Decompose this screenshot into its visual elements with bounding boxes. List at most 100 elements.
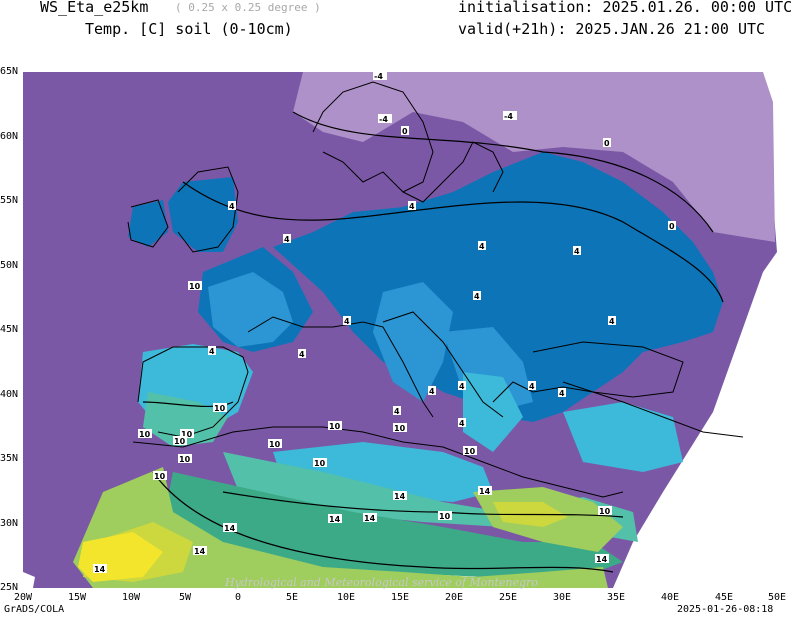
contour-label-bg — [228, 201, 236, 210]
lon-label: 10E — [337, 592, 356, 603]
contour-label: 10 — [314, 459, 326, 468]
contour-label-bg — [93, 564, 107, 573]
variable-title: Temp. [C] soil (0-10cm) — [85, 20, 293, 38]
contour-label: 4 — [529, 382, 535, 391]
contour-label-bg — [138, 429, 152, 438]
contour-label-bg — [328, 421, 342, 430]
lon-label: 25E — [499, 592, 518, 603]
lon-label: 40E — [661, 592, 680, 603]
coastline-layer — [127, 81, 744, 498]
contour-label: 4 — [574, 247, 580, 256]
contour-14-africa — [152, 471, 614, 573]
contour-label-bg — [463, 446, 477, 455]
contour-label-bg — [428, 386, 436, 395]
contour-label: 10 — [154, 472, 166, 481]
contour-label: 14 — [394, 492, 406, 501]
contour-label-bg — [178, 454, 192, 463]
coastline-iberia — [137, 346, 249, 438]
contour-label: 4 — [394, 407, 400, 416]
fill-8-10-greece — [463, 372, 523, 452]
contour-0 — [292, 111, 714, 233]
contour-label-bg — [173, 436, 187, 445]
lat-label: 55N — [0, 195, 19, 206]
contour-label: 4 — [284, 235, 290, 244]
contour-label-bg — [188, 281, 202, 290]
contour-label-bg — [528, 381, 536, 390]
contour-label: 10 — [139, 430, 151, 439]
contour-label-bg — [393, 423, 407, 432]
contour-label-bg — [603, 138, 611, 147]
lat-label: 30N — [0, 518, 19, 529]
contour-label: 4 — [479, 242, 485, 251]
contour-label-bg — [558, 388, 566, 397]
grads-credit: GrADS/COLA — [4, 604, 65, 615]
lat-label: 40N — [0, 389, 19, 400]
contour-label: 10 — [174, 437, 186, 446]
fill-4-6-ireland — [128, 200, 168, 247]
contour-label: 10 — [269, 440, 281, 449]
lon-label: 15E — [391, 592, 410, 603]
contour-label: 4 — [474, 292, 480, 301]
coastline-north-africa — [132, 426, 624, 498]
contour-label: 10 — [214, 404, 226, 413]
color-fill-layer — [23, 72, 777, 588]
contour-label-bg — [473, 291, 481, 300]
coastline-ireland — [127, 199, 169, 248]
lon-label: 45E — [715, 592, 734, 603]
contour-label-bg — [401, 126, 409, 135]
lon-label: 35E — [607, 592, 626, 603]
contour-label: 14 — [329, 515, 341, 524]
initialisation-time: initialisation: 2025.01.26. 00:00 UTC — [458, 0, 793, 16]
contour-label-bg — [208, 346, 216, 355]
contour-label-bg — [313, 458, 327, 467]
contour-label: 10 — [439, 512, 451, 521]
contour-label-bg — [408, 201, 416, 210]
coastline-baltic — [402, 141, 504, 203]
contour-label-bg — [438, 511, 452, 520]
contour-label: -4 — [504, 112, 513, 121]
contour-label-bg — [283, 234, 291, 243]
contour-label-bg — [478, 486, 492, 495]
contour-label: 0 — [669, 222, 675, 231]
contour-label: 0 — [402, 127, 408, 136]
coastline-scandinavia — [312, 81, 434, 193]
lat-label: 45N — [0, 324, 19, 335]
contour-label: 14 — [364, 514, 376, 523]
contour-label: 4 — [344, 317, 350, 326]
valid-time: valid(+21h): 2025.JAN.26 21:00 UTC — [458, 20, 766, 38]
contour-label: 10 — [189, 282, 201, 291]
contour-label: 14 — [94, 565, 106, 574]
contour-label: -4 — [379, 115, 388, 124]
lon-label: 0 — [235, 592, 242, 603]
contour-label: 4 — [429, 387, 435, 396]
contour-label: 14 — [224, 524, 236, 533]
contour-label: 4 — [559, 389, 565, 398]
contour-label: 4 — [209, 347, 215, 356]
contour-label: 10 — [599, 507, 611, 516]
contour-label: 4 — [459, 382, 465, 391]
lon-label: 50E — [768, 592, 787, 603]
contour-label-bg — [478, 241, 486, 250]
contour-label-bg — [153, 471, 167, 480]
generation-timestamp: 2025-01-26-08:18 — [677, 604, 774, 615]
contour-label-bg — [458, 418, 466, 427]
contour-label-bg — [343, 316, 351, 325]
contour-label: 14 — [479, 487, 491, 496]
contour-label: 4 — [409, 202, 415, 211]
missing-right — [613, 72, 777, 588]
contour-label-bg — [373, 72, 387, 80]
coastline-france-italy — [247, 316, 434, 418]
lat-label: 35N — [0, 453, 19, 464]
lat-label: 65N — [0, 66, 19, 77]
contour-label-bg — [213, 403, 227, 412]
lon-label: 20W — [14, 592, 33, 603]
lon-label: 15W — [68, 592, 87, 603]
contour-label-bg — [503, 111, 517, 120]
fill-14-16-sahara — [73, 467, 608, 588]
contour-label-bg — [595, 554, 609, 563]
contour-4-europe — [182, 181, 724, 303]
contour-label: 4 — [609, 317, 615, 326]
contour-label-bg — [598, 506, 612, 515]
